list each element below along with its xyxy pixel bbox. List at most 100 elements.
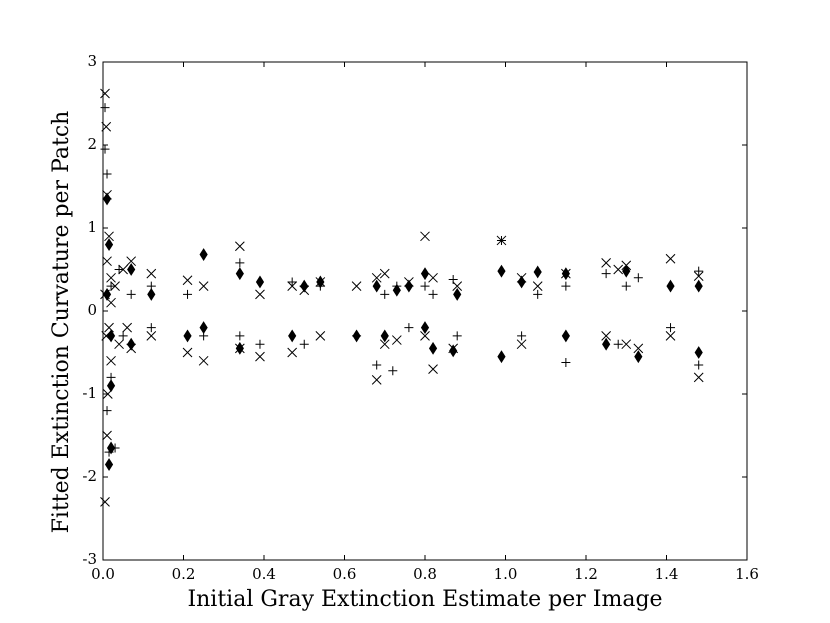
point bbox=[391, 335, 402, 345]
point bbox=[371, 375, 382, 385]
point bbox=[634, 350, 643, 364]
point bbox=[104, 458, 114, 471]
point bbox=[379, 268, 390, 279]
point bbox=[666, 279, 675, 293]
point bbox=[533, 289, 543, 299]
point bbox=[388, 366, 398, 376]
point bbox=[315, 331, 326, 341]
point bbox=[601, 258, 611, 268]
point bbox=[255, 351, 265, 362]
point bbox=[100, 497, 110, 507]
point bbox=[352, 329, 361, 343]
point bbox=[106, 441, 116, 455]
point bbox=[404, 279, 413, 293]
x-tick-label: 0.2 bbox=[172, 565, 196, 583]
point bbox=[102, 430, 112, 441]
point bbox=[198, 281, 209, 291]
y-tick-label: 0 bbox=[87, 301, 97, 319]
point bbox=[561, 357, 571, 367]
y-tick-label: 3 bbox=[87, 52, 97, 70]
point bbox=[287, 347, 298, 358]
point bbox=[420, 281, 430, 291]
point bbox=[694, 279, 703, 293]
point bbox=[453, 287, 462, 301]
point bbox=[146, 331, 157, 341]
point bbox=[182, 347, 193, 358]
point bbox=[428, 341, 438, 355]
point bbox=[104, 322, 114, 333]
point bbox=[693, 372, 704, 383]
point bbox=[102, 169, 112, 179]
point bbox=[428, 272, 438, 283]
point bbox=[420, 331, 430, 341]
x-tick-label: 1.4 bbox=[655, 565, 679, 583]
point bbox=[102, 287, 112, 301]
point bbox=[235, 258, 245, 268]
point bbox=[118, 331, 128, 341]
point bbox=[621, 339, 632, 350]
point bbox=[694, 346, 703, 359]
point bbox=[404, 323, 414, 333]
point bbox=[693, 271, 704, 281]
point bbox=[379, 339, 390, 350]
point bbox=[106, 297, 116, 308]
point bbox=[255, 275, 265, 289]
point bbox=[448, 274, 458, 284]
point bbox=[452, 331, 462, 341]
point bbox=[601, 331, 611, 341]
point bbox=[694, 266, 704, 276]
point bbox=[287, 277, 297, 287]
point bbox=[420, 267, 430, 281]
point bbox=[100, 88, 110, 99]
point bbox=[102, 192, 112, 206]
point bbox=[147, 287, 156, 301]
point bbox=[235, 341, 244, 355]
x-tick-label: 1.0 bbox=[494, 565, 518, 583]
plot-frame bbox=[102, 61, 748, 561]
point bbox=[127, 263, 136, 276]
point bbox=[199, 248, 208, 261]
point bbox=[300, 279, 309, 293]
y-tick-label: -2 bbox=[82, 467, 97, 485]
point bbox=[428, 364, 438, 374]
point bbox=[106, 272, 116, 283]
y-tick-label: 2 bbox=[87, 135, 97, 153]
point bbox=[106, 379, 116, 393]
point bbox=[126, 289, 136, 299]
point bbox=[371, 272, 382, 283]
point bbox=[102, 406, 112, 416]
point bbox=[183, 329, 192, 343]
point bbox=[122, 322, 133, 333]
point bbox=[235, 267, 244, 281]
point bbox=[666, 323, 676, 333]
point bbox=[602, 337, 611, 351]
point bbox=[100, 144, 110, 154]
point bbox=[601, 269, 611, 279]
point bbox=[613, 264, 624, 275]
y-tick-label: -3 bbox=[82, 550, 97, 568]
point bbox=[420, 321, 430, 335]
point bbox=[127, 337, 136, 351]
point bbox=[198, 355, 209, 366]
point bbox=[517, 331, 527, 341]
point bbox=[351, 281, 362, 291]
point bbox=[497, 350, 506, 364]
x-tick-label: 1.2 bbox=[574, 565, 598, 583]
point bbox=[255, 339, 265, 349]
point bbox=[533, 265, 542, 279]
point bbox=[372, 279, 381, 293]
x-axis-label: Initial Gray Extinction Estimate per Ima… bbox=[187, 587, 662, 612]
point bbox=[235, 331, 245, 341]
point bbox=[104, 238, 114, 252]
point bbox=[199, 321, 208, 335]
point bbox=[380, 329, 389, 343]
point bbox=[146, 268, 157, 279]
point bbox=[694, 360, 704, 370]
point bbox=[146, 323, 156, 333]
point bbox=[428, 289, 438, 299]
point bbox=[372, 360, 382, 370]
point bbox=[633, 273, 643, 283]
point bbox=[288, 329, 297, 343]
